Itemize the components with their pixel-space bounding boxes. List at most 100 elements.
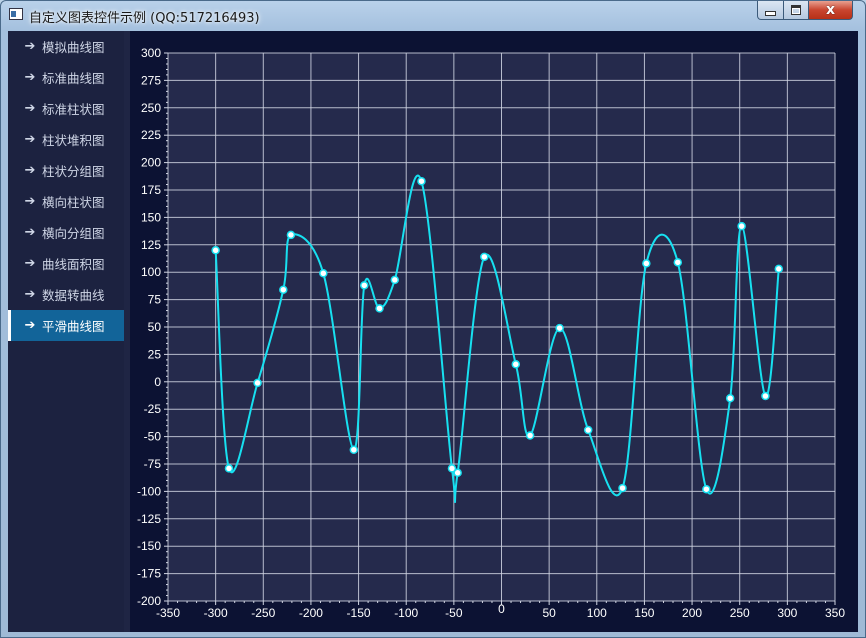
sidebar-item-grouped-bar[interactable]: ➔ 柱状分组图 <box>8 155 124 186</box>
sidebar-item-label: 模拟曲线图 <box>42 40 105 55</box>
data-point <box>211 246 220 255</box>
data-point <box>702 484 711 494</box>
y-tick-label: 25 <box>148 347 162 361</box>
y-tick-label: 300 <box>141 46 161 60</box>
sidebar-item-label: 曲线面积图 <box>42 257 105 272</box>
arrow-right-icon: ➔ <box>24 194 36 209</box>
sidebar-item-label: 平滑曲线图 <box>42 319 105 334</box>
data-point <box>583 425 593 435</box>
sidebar-item-area-curve[interactable]: ➔ 曲线面积图 <box>8 248 124 279</box>
window-app-icon[interactable] <box>9 8 23 20</box>
y-tick-label: 0 <box>154 375 161 389</box>
y-tick-label: 100 <box>141 265 161 279</box>
y-tick-label: 250 <box>141 101 161 115</box>
sidebar-item-stacked-bar[interactable]: ➔ 柱状堆积图 <box>8 124 124 155</box>
x-tick-label: 200 <box>682 606 702 620</box>
data-point <box>349 445 359 455</box>
sidebar-item-standard-bar[interactable]: ➔ 标准柱状图 <box>8 93 124 124</box>
maximize-button[interactable] <box>783 1 809 20</box>
data-point <box>360 281 369 290</box>
x-tick-label: -350 <box>156 606 180 620</box>
sidebar-item-label: 标准曲线图 <box>42 71 105 86</box>
y-tick-label: 275 <box>141 73 161 87</box>
sidebar-item-label: 横向分组图 <box>42 226 105 241</box>
close-icon: x <box>825 2 836 18</box>
sidebar-item-label: 柱状分组图 <box>42 164 105 179</box>
data-point <box>224 464 234 473</box>
data-point <box>417 176 426 186</box>
arrow-right-icon: ➔ <box>24 318 36 333</box>
data-point <box>673 258 683 267</box>
sidebar-item-horizontal-grouped[interactable]: ➔ 横向分组图 <box>8 217 124 248</box>
y-tick-label: 75 <box>148 293 162 307</box>
sidebar-item-horizontal-bar[interactable]: ➔ 横向柱状图 <box>8 186 124 217</box>
sidebar-item-label: 标准柱状图 <box>42 102 105 117</box>
x-tick-label: 150 <box>634 606 654 620</box>
y-tick-label: -50 <box>144 430 162 444</box>
sidebar-item-label: 数据转曲线 <box>42 288 105 303</box>
arrow-right-icon: ➔ <box>24 287 36 302</box>
data-point <box>737 221 746 231</box>
minimize-icon <box>758 1 783 19</box>
close-button[interactable]: x <box>808 1 853 20</box>
data-point <box>511 360 521 369</box>
sidebar-item-standard-curve[interactable]: ➔ 标准曲线图 <box>8 62 124 93</box>
window-title: 自定义图表控件示例 (QQ:517216493) <box>29 11 260 26</box>
data-point <box>375 304 384 313</box>
arrow-right-icon: ➔ <box>24 101 36 116</box>
chart-panel: -350 -300 -250 -200 -150 -100 -50 0 50 100 150 200 2… <box>130 31 858 632</box>
sidebar-item-label: 柱状堆积图 <box>42 133 105 148</box>
data-point <box>480 252 489 262</box>
data-point <box>761 391 770 401</box>
data-point <box>319 269 328 278</box>
y-tick-label: 50 <box>148 320 162 334</box>
data-point <box>618 483 627 493</box>
x-tick-label: 300 <box>777 606 797 620</box>
data-point <box>390 275 400 285</box>
data-point <box>279 285 288 294</box>
data-point <box>555 323 564 333</box>
title-bar[interactable]: 自定义图表控件示例 (QQ:517216493) x <box>1 1 865 31</box>
y-tick-label: 125 <box>141 238 161 252</box>
sidebar-nav: ➔ 模拟曲线图 ➔ 标准曲线图 ➔ 标准柱状图 ➔ 柱状堆积图 ➔ 柱状分组图 ➔ 横向柱状… <box>8 31 124 632</box>
sidebar-item-simulated-curve[interactable]: ➔ 模拟曲线图 <box>8 31 124 62</box>
x-tick-label: -200 <box>299 606 323 620</box>
minimize-button[interactable] <box>757 1 784 20</box>
y-tick-label: -100 <box>137 484 161 498</box>
data-point <box>447 464 457 473</box>
sidebar-item-label: 横向柱状图 <box>42 195 105 210</box>
x-tick-label: -50 <box>445 606 463 620</box>
data-point <box>286 230 296 240</box>
data-point <box>725 393 735 403</box>
grid-lines <box>167 52 836 602</box>
arrow-right-icon: ➔ <box>24 225 36 240</box>
x-tick-label: -300 <box>204 606 228 620</box>
x-tick-label: -150 <box>347 606 371 620</box>
y-tick-label: -25 <box>144 402 162 416</box>
y-tick-label: 225 <box>141 128 161 142</box>
data-point <box>453 468 462 478</box>
data-point <box>642 259 651 268</box>
y-tick-label: -175 <box>137 567 161 581</box>
client-area: ➔ 模拟曲线图 ➔ 标准曲线图 ➔ 标准柱状图 ➔ 柱状堆积图 ➔ 柱状分组图 ➔ 横向柱状… <box>8 31 858 632</box>
arrow-right-icon: ➔ <box>24 70 36 85</box>
sidebar-item-data-to-curve[interactable]: ➔ 数据转曲线 <box>8 279 124 310</box>
sidebar-item-smooth-curve[interactable]: ➔ 平滑曲线图 <box>8 310 124 341</box>
axis-ticks <box>164 52 836 605</box>
x-tick-labels: -350 -300 -250 -200 -150 -100 -50 0 50 100 150 200 2… <box>156 602 845 620</box>
y-tick-label: 150 <box>141 210 161 224</box>
y-tick-label: 200 <box>141 156 161 170</box>
x-tick-label: 50 <box>542 606 556 620</box>
x-tick-label: 350 <box>825 606 845 620</box>
x-tick-label: -250 <box>251 606 275 620</box>
y-tick-label: -125 <box>137 512 161 526</box>
arrow-right-icon: ➔ <box>24 132 36 147</box>
data-points <box>211 176 784 494</box>
y-tick-label: -150 <box>137 539 161 553</box>
x-tick-label: 0 <box>498 602 505 616</box>
x-tick-label: 250 <box>730 606 750 620</box>
maximize-icon <box>784 1 808 19</box>
data-point <box>525 431 535 440</box>
y-tick-labels: -200 -175 -150 -125 -100 -75 -50 -25 0 25 50 75 100 1… <box>137 46 161 608</box>
